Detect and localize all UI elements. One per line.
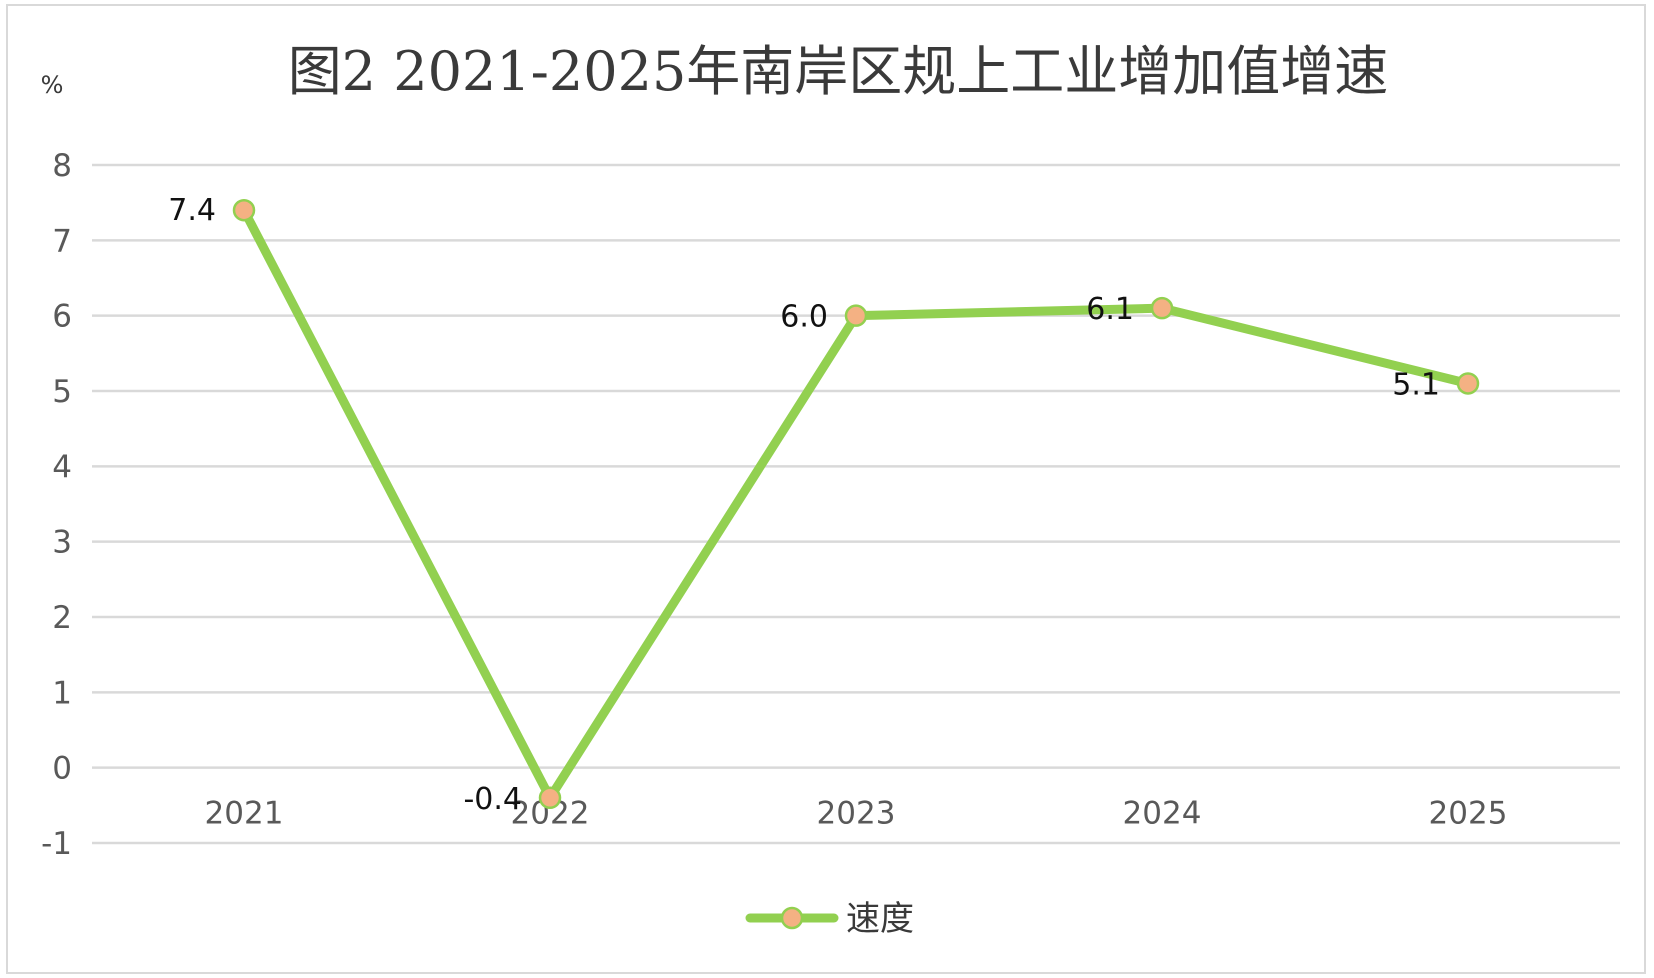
data-point bbox=[1456, 372, 1480, 395]
y-axis-unit-label: % bbox=[41, 71, 64, 99]
y-tick-label: 8 bbox=[52, 148, 72, 184]
x-tick-label: 2023 bbox=[817, 796, 896, 832]
x-tick-label: 2021 bbox=[205, 796, 284, 832]
y-tick-label: 1 bbox=[52, 675, 72, 711]
gridlines bbox=[92, 163, 1620, 845]
legend-marker-swatch bbox=[780, 906, 804, 930]
y-tick-label: 5 bbox=[52, 374, 72, 410]
legend: 速度 bbox=[745, 899, 914, 939]
y-tick-label: 7 bbox=[52, 223, 72, 259]
series-line bbox=[239, 205, 1473, 803]
series-layer bbox=[239, 205, 1473, 803]
chart-title: 图2 2021-2025年南岸区规上工业增加值增速 bbox=[288, 40, 1389, 103]
y-tick-label: 2 bbox=[52, 600, 72, 636]
data-point bbox=[232, 198, 256, 222]
y-axis-ticks: 8 7 6 5 4 3 2 1 0 -1 bbox=[41, 148, 72, 862]
x-axis-ticks: 2021 2022 2023 2024 2025 bbox=[205, 796, 1508, 832]
data-point bbox=[1150, 296, 1174, 320]
data-labels: 7.4 -0.4 6.0 6.1 5.1 bbox=[168, 193, 1440, 817]
y-tick-label: 3 bbox=[52, 525, 72, 561]
y-tick-label: 0 bbox=[52, 751, 72, 787]
data-point bbox=[538, 786, 562, 810]
data-label: 6.0 bbox=[780, 300, 828, 335]
data-label: 7.4 bbox=[168, 193, 216, 228]
data-label: 5.1 bbox=[1392, 367, 1440, 402]
x-tick-label: 2025 bbox=[1429, 796, 1508, 832]
y-tick-label: 4 bbox=[52, 449, 72, 485]
markers bbox=[232, 198, 1480, 810]
x-tick-label: 2024 bbox=[1123, 796, 1202, 832]
y-tick-label: 6 bbox=[52, 299, 72, 335]
data-label: 6.1 bbox=[1086, 292, 1134, 327]
data-point bbox=[844, 304, 868, 327]
y-tick-label: -1 bbox=[41, 826, 72, 862]
legend-label: 速度 bbox=[846, 899, 914, 939]
data-label: -0.4 bbox=[463, 782, 522, 817]
